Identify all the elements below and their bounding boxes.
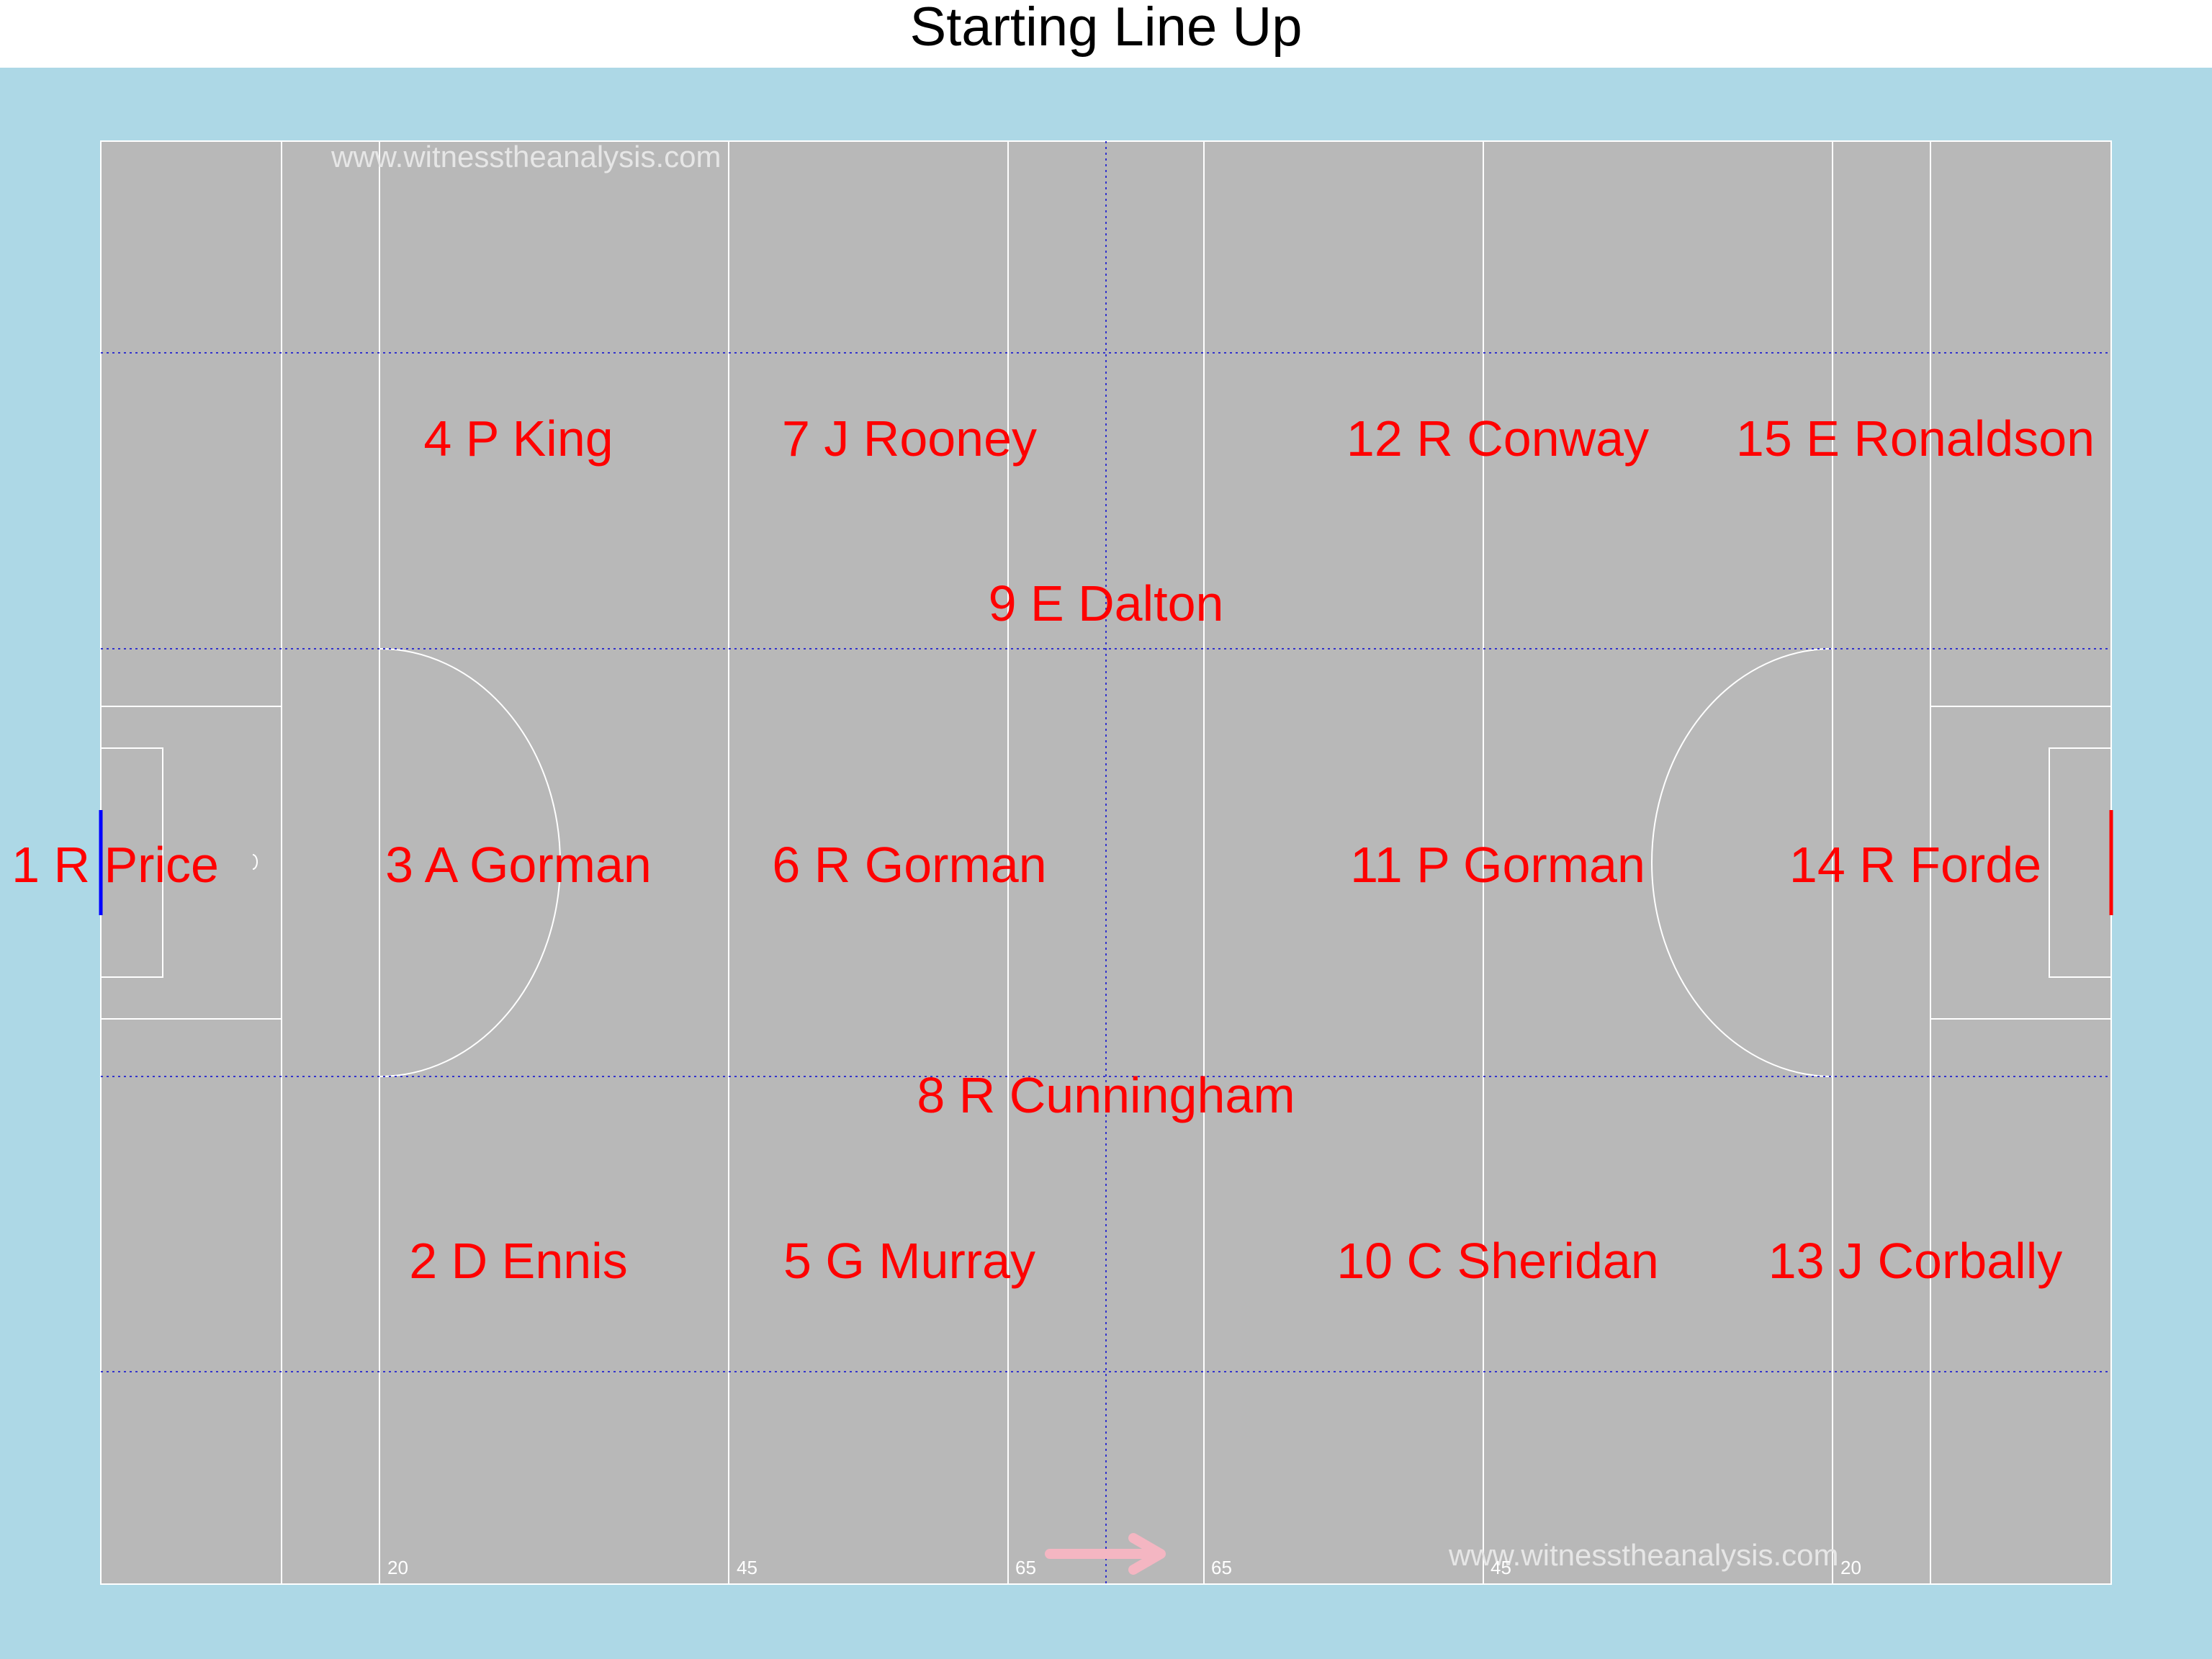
player-7: 7 J Rooney bbox=[782, 410, 1037, 467]
player-3: 3 A Gorman bbox=[385, 837, 652, 893]
player-2: 2 D Ennis bbox=[409, 1233, 628, 1289]
player-number: 13 bbox=[1768, 1233, 1825, 1289]
player-14: 14 R Forde bbox=[1789, 837, 2041, 893]
player-name: R Price bbox=[40, 837, 219, 893]
watermark-bottom: www.witnesstheanalysis.com bbox=[1448, 1538, 1839, 1572]
player-1: 1 R Price bbox=[12, 837, 219, 893]
player-number: 9 bbox=[989, 575, 1017, 631]
player-name: D Ennis bbox=[437, 1233, 628, 1289]
player-11: 11 P Gorman bbox=[1350, 837, 1645, 893]
player-name: A Gorman bbox=[413, 837, 652, 893]
player-10: 10 C Sheridan bbox=[1336, 1233, 1659, 1289]
player-name: R Forde bbox=[1845, 837, 2041, 893]
line-label-5: 45 bbox=[1491, 1557, 1511, 1578]
player-name: P Gorman bbox=[1403, 837, 1645, 893]
left-penalty-mark bbox=[252, 854, 258, 870]
player-5: 5 G Murray bbox=[783, 1233, 1035, 1289]
left-arc bbox=[379, 648, 561, 1077]
line-label-2: 45 bbox=[737, 1557, 757, 1578]
arrow-right-icon bbox=[1045, 1533, 1166, 1575]
player-12: 12 R Conway bbox=[1346, 410, 1649, 467]
line-label-6: 20 bbox=[1840, 1557, 1861, 1578]
player-name: E Ronaldson bbox=[1792, 410, 2095, 467]
player-9: 9 E Dalton bbox=[989, 575, 1224, 631]
player-number: 6 bbox=[772, 837, 800, 893]
player-name: R Gorman bbox=[800, 837, 1046, 893]
player-4: 4 P King bbox=[423, 410, 613, 467]
player-name: J Rooney bbox=[810, 410, 1037, 467]
player-number: 3 bbox=[385, 837, 413, 893]
player-name: G Murray bbox=[811, 1233, 1035, 1289]
player-number: 5 bbox=[783, 1233, 811, 1289]
player-number: 15 bbox=[1736, 410, 1792, 467]
player-number: 7 bbox=[782, 410, 810, 467]
player-number: 10 bbox=[1336, 1233, 1393, 1289]
player-8: 8 R Cunningham bbox=[917, 1067, 1295, 1123]
player-number: 8 bbox=[917, 1067, 945, 1123]
player-name: R Cunningham bbox=[945, 1067, 1295, 1123]
player-name: C Sheridan bbox=[1393, 1233, 1659, 1289]
player-15: 15 E Ronaldson bbox=[1736, 410, 2095, 467]
player-name: J Corbally bbox=[1825, 1233, 2063, 1289]
watermark-top: www.witnesstheanalysis.com bbox=[331, 140, 721, 174]
player-number: 12 bbox=[1346, 410, 1403, 467]
player-13: 13 J Corbally bbox=[1768, 1233, 2063, 1289]
player-name: P King bbox=[451, 410, 613, 467]
player-6: 6 R Gorman bbox=[772, 837, 1046, 893]
player-number: 11 bbox=[1350, 837, 1403, 893]
player-number: 2 bbox=[409, 1233, 437, 1289]
players: 1 R Price 2 D Ennis 3 A Gorman 4 P King 5 G … bbox=[12, 410, 2095, 1289]
line-label-1: 20 bbox=[387, 1557, 408, 1578]
player-number: 1 bbox=[12, 837, 40, 893]
line-label-3: 65 bbox=[1015, 1557, 1036, 1578]
player-name: E Dalton bbox=[1017, 575, 1224, 631]
right-arc bbox=[1651, 648, 1833, 1077]
zone-guides bbox=[101, 141, 2111, 1584]
line-labels: 20 45 65 65 45 20 bbox=[387, 1557, 1861, 1578]
player-number: 14 bbox=[1789, 837, 1845, 893]
player-number: 4 bbox=[423, 410, 451, 467]
line-label-4: 65 bbox=[1211, 1557, 1232, 1578]
player-name: R Conway bbox=[1403, 410, 1649, 467]
chart-title: Starting Line Up bbox=[909, 0, 1303, 58]
